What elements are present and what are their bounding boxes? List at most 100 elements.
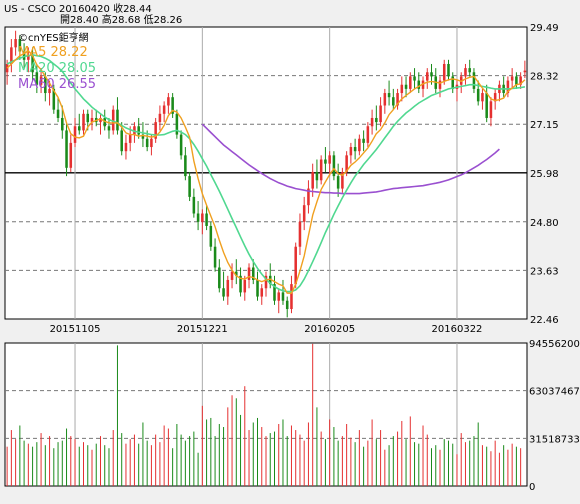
candle-up <box>154 122 157 139</box>
price-tick-label: 28.32 <box>530 72 559 83</box>
candle-down <box>188 176 191 197</box>
candle-up <box>294 246 297 285</box>
candle-up <box>247 267 251 280</box>
candle-down <box>86 113 90 123</box>
price-tick-label: 22.46 <box>530 315 559 326</box>
ma5-line <box>6 49 526 294</box>
candle-up <box>48 88 51 94</box>
candle-down <box>18 39 22 52</box>
price-tick-label: 29.49 <box>530 23 559 34</box>
price-tick-label: 23.63 <box>530 266 559 277</box>
candle-down <box>103 117 107 127</box>
candle-down <box>65 130 68 168</box>
candle-up <box>290 284 293 310</box>
candle-down <box>392 97 395 106</box>
candle-down <box>256 279 259 297</box>
candle-up <box>73 126 77 143</box>
candle-up <box>519 76 522 85</box>
candle-down <box>285 300 289 310</box>
candle-down <box>120 130 123 152</box>
date-tick-label: 20160322 <box>432 324 483 335</box>
candle-down <box>179 134 183 156</box>
candle-down <box>218 267 221 289</box>
date-tick-label: 20151221 <box>177 324 228 335</box>
candle-up <box>133 126 136 135</box>
candle-up <box>111 109 115 131</box>
candle-up <box>201 213 204 222</box>
price-tick-label: 24.80 <box>530 218 559 229</box>
candle-up <box>150 138 153 148</box>
candle-up <box>128 134 132 143</box>
candle-down <box>184 155 187 177</box>
candle-down <box>362 138 365 143</box>
candle-up <box>481 93 484 102</box>
candle-down <box>35 72 39 85</box>
candle-up <box>438 80 442 89</box>
candle-down <box>404 84 408 89</box>
candle-down <box>44 76 47 94</box>
candle-up <box>260 288 264 297</box>
candle-down <box>56 109 60 118</box>
candle-up <box>158 113 162 123</box>
candle-up <box>39 76 43 85</box>
price-x-axis: 20151105 20151221 20160205 20160322 <box>50 324 483 335</box>
candle-down <box>192 196 196 214</box>
candle-up <box>90 117 94 123</box>
candle-up <box>493 93 497 102</box>
ma20-line <box>6 53 526 293</box>
candle-down <box>213 246 217 268</box>
candle-down <box>451 76 455 89</box>
candle-up <box>99 117 102 123</box>
candle-down <box>205 213 208 226</box>
candle-up <box>69 142 73 168</box>
candle-down <box>141 134 145 139</box>
candle-up <box>489 101 493 118</box>
candle-down <box>61 117 64 131</box>
candle-up <box>277 292 281 301</box>
candle-up <box>523 70 527 73</box>
candle-down <box>22 51 26 60</box>
price-tick-label: 25.98 <box>530 169 559 180</box>
candle-down <box>485 93 488 118</box>
candle-up <box>311 171 314 189</box>
candle-up <box>319 159 323 181</box>
candle-down <box>387 93 391 98</box>
volume-y-axis: 94556200 63037467 31518733 0 <box>529 339 580 493</box>
price-tick-label: 27.15 <box>530 120 559 131</box>
candle-down <box>472 72 476 89</box>
candle-down <box>515 76 518 85</box>
header-line1: US - CSCO 20160420 收28.44 <box>4 2 152 15</box>
candle-up <box>341 171 344 189</box>
candle-up <box>383 93 387 106</box>
volume-tick-label: 0 <box>529 482 535 493</box>
candle-up <box>370 117 374 127</box>
candle-down <box>222 288 225 297</box>
candle-down <box>413 76 416 81</box>
candle-down <box>171 97 174 114</box>
candlestick-series <box>5 30 527 318</box>
candle-up <box>409 76 412 89</box>
candle-up <box>230 271 234 280</box>
candle-down <box>239 275 242 293</box>
candle-up <box>226 279 230 297</box>
candle-down <box>476 88 480 102</box>
candle-up <box>506 80 510 94</box>
candle-up <box>264 275 268 289</box>
header-line2: 開28.40 高28.68 低28.26 <box>60 13 182 26</box>
volume-bar-series <box>6 343 522 486</box>
date-tick-label: 20151105 <box>50 324 101 335</box>
candle-down <box>281 292 285 301</box>
candle-up <box>379 105 382 123</box>
legend-ma60: MA60 26.55 <box>18 77 96 92</box>
candle-up <box>442 63 446 81</box>
candle-up <box>510 76 514 81</box>
candle-down <box>116 109 119 131</box>
candle-down <box>447 63 450 77</box>
candle-up <box>14 39 17 48</box>
candle-up <box>307 188 310 206</box>
candle-down <box>332 155 336 177</box>
volume-tick-label: 94556200 <box>529 339 580 350</box>
candle-down <box>468 68 471 73</box>
date-tick-label: 20160205 <box>304 324 355 335</box>
